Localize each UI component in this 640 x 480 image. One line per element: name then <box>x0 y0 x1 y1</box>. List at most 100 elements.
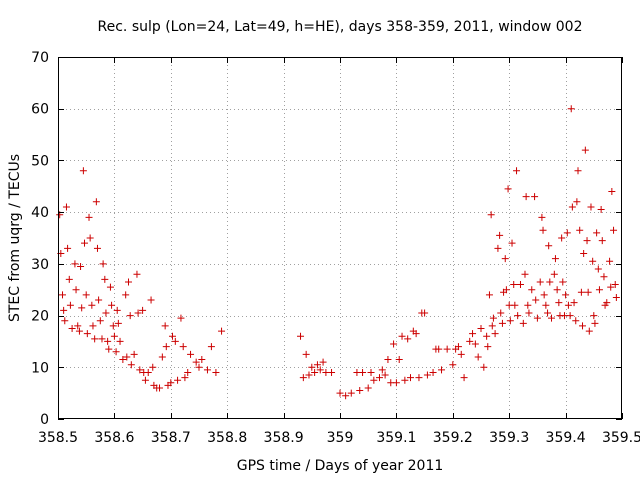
data-point <box>581 146 589 154</box>
data-point <box>491 330 499 338</box>
data-point <box>536 278 544 286</box>
data-point <box>359 368 367 376</box>
data-point <box>99 260 107 268</box>
y-tick-label: 10 <box>31 360 49 376</box>
data-point <box>378 366 386 374</box>
data-point <box>508 239 516 247</box>
data-point <box>545 242 553 250</box>
data-points <box>56 105 620 400</box>
data-point <box>610 226 618 234</box>
data-point <box>161 322 169 330</box>
data-point <box>484 343 492 351</box>
data-point <box>502 286 510 294</box>
data-point <box>570 299 578 307</box>
data-point <box>93 244 101 252</box>
data-point <box>134 309 142 317</box>
data-point <box>580 250 588 258</box>
data-point <box>60 306 68 314</box>
data-point <box>401 376 409 384</box>
y-tick-label: 30 <box>31 257 49 273</box>
x-tick-labels: 358.5 358.6 358.7 358.8 358.9 359 359.1 359.2 35… <box>38 430 640 446</box>
data-point <box>370 376 378 384</box>
data-point <box>480 363 488 371</box>
data-point <box>563 229 571 237</box>
data-point <box>477 325 485 332</box>
data-point <box>125 278 132 286</box>
data-point <box>513 167 521 175</box>
x-tick-label: 359.2 <box>433 430 473 446</box>
data-point <box>203 366 211 374</box>
x-tick-label: 359.3 <box>489 430 529 446</box>
data-point <box>531 193 539 201</box>
data-point <box>98 335 106 343</box>
data-point <box>568 203 576 211</box>
data-point <box>112 348 120 356</box>
data-point <box>501 255 509 263</box>
axis-ticks <box>58 57 623 420</box>
data-point <box>564 301 572 309</box>
data-point <box>412 330 420 338</box>
data-point <box>78 304 86 312</box>
x-tick-label: 358.5 <box>38 430 78 446</box>
y-tick-label: 20 <box>31 309 49 325</box>
data-point <box>66 301 74 309</box>
data-point <box>429 368 437 376</box>
data-point <box>607 283 615 291</box>
data-point <box>82 291 90 299</box>
x-tick-label: 359.4 <box>546 430 586 446</box>
data-point <box>485 291 493 299</box>
data-point <box>559 278 567 286</box>
data-point <box>136 366 144 374</box>
data-point <box>528 286 536 294</box>
data-point <box>101 275 109 283</box>
data-point <box>356 387 364 395</box>
data-point <box>109 322 117 330</box>
data-point <box>83 330 91 338</box>
data-point <box>72 286 80 294</box>
data-point <box>390 340 398 348</box>
data-point <box>550 270 558 278</box>
x-tick-label: 358.6 <box>94 430 134 446</box>
data-point <box>600 273 608 281</box>
data-point <box>496 231 504 239</box>
data-point <box>319 358 327 366</box>
data-point <box>392 379 400 387</box>
data-point <box>184 368 192 376</box>
data-point <box>316 366 324 374</box>
data-point <box>347 389 355 397</box>
data-point <box>443 345 451 353</box>
data-point <box>77 262 85 270</box>
data-point <box>398 332 406 340</box>
data-point <box>533 314 541 322</box>
data-point <box>91 335 99 343</box>
data-point <box>92 198 100 206</box>
y-tick-label: 60 <box>31 102 49 118</box>
y-tick-label: 40 <box>31 205 49 221</box>
data-point <box>589 257 597 265</box>
data-point <box>577 288 585 296</box>
data-point <box>75 327 83 335</box>
data-point <box>367 368 375 376</box>
data-point <box>302 350 310 358</box>
data-point <box>212 368 220 376</box>
data-point <box>494 244 502 252</box>
data-point <box>466 337 474 345</box>
data-point <box>469 330 477 338</box>
data-point <box>305 371 313 379</box>
data-point <box>395 356 403 364</box>
x-tick-label: 358.9 <box>264 430 304 446</box>
data-point <box>516 281 524 289</box>
data-point <box>308 363 316 371</box>
data-point <box>181 374 189 382</box>
data-point <box>96 317 104 325</box>
data-point <box>551 255 559 263</box>
data-point <box>603 299 611 307</box>
data-point <box>64 244 72 252</box>
data-point <box>421 309 429 317</box>
data-point <box>519 319 527 327</box>
data-point <box>504 185 512 193</box>
x-tick-label: 359 <box>327 430 354 446</box>
data-point <box>457 350 465 358</box>
data-point <box>156 384 164 392</box>
